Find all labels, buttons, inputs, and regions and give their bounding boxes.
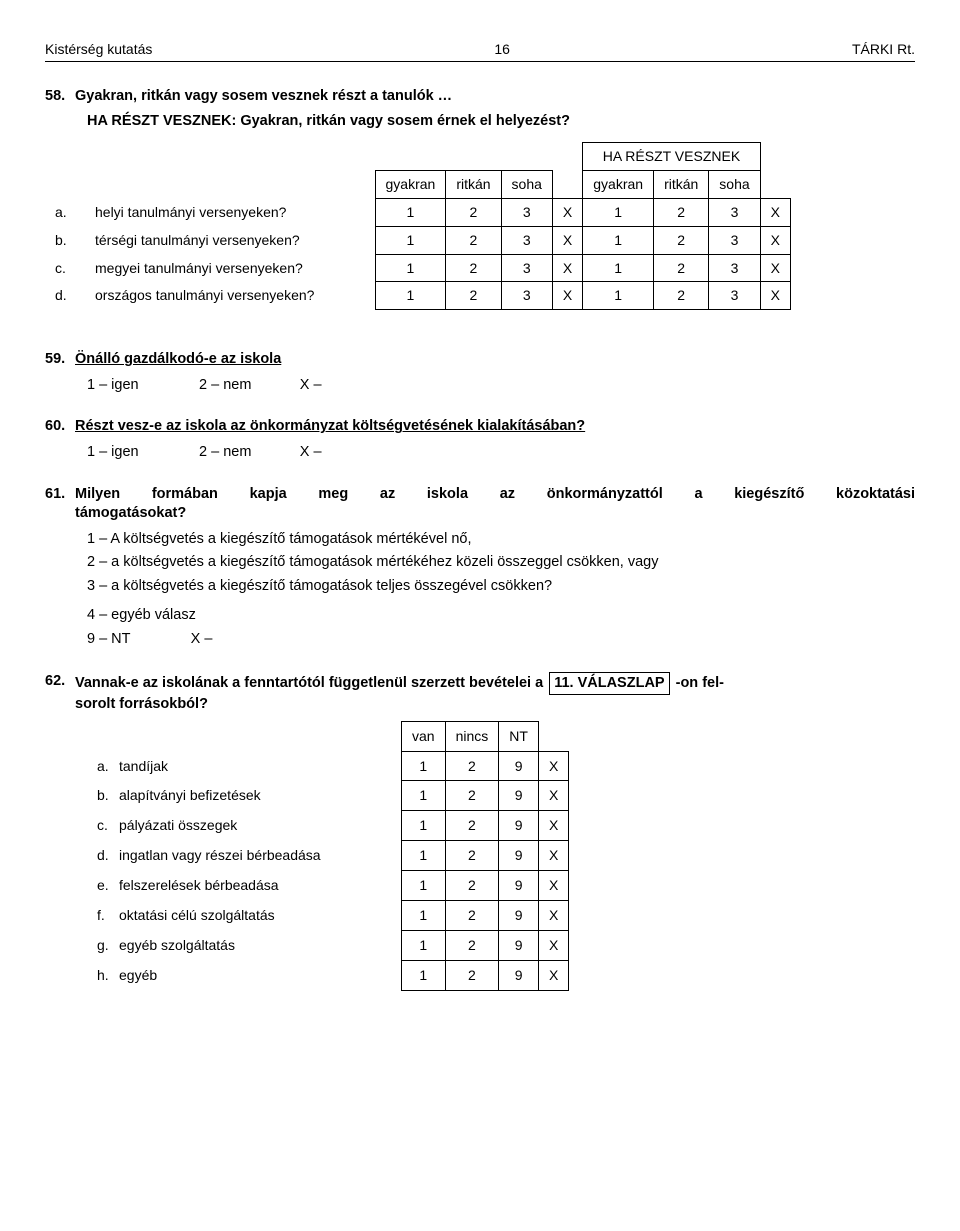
table-row: c.pályázati összegek129X <box>87 811 569 841</box>
table-row: b.térségi tanulmányi versenyeken?123X123… <box>45 226 791 254</box>
table-row: d.ingatlan vagy részei bérbeadása129X <box>87 841 569 871</box>
q61-opt-1: 1 – A költségvetés a kiegészítő támogatá… <box>87 530 915 550</box>
table-row: g.egyéb szolgáltatás129X <box>87 930 569 960</box>
q58-top-header: HA RÉSZT VESZNEK <box>583 143 760 171</box>
question-61: 61. Milyen formában kapja meg az iskola … <box>45 485 915 650</box>
q58-subtitle: HA RÉSZT VESZNEK: Gyakran, ritkán vagy s… <box>87 112 915 132</box>
question-62: 62. Vannak-e az iskolának a fenntartótól… <box>45 672 915 991</box>
q60-options: 1 – igen 2 – nem X – <box>87 443 915 463</box>
table-row: f.oktatási célú szolgáltatás129X <box>87 901 569 931</box>
q60-title: 60.Részt vesz-e az iskola az önkormányza… <box>45 417 915 437</box>
q58-title: 58.Gyakran, ritkán vagy sosem vesznek ré… <box>45 87 915 107</box>
table-row: c.megyei tanulmányi versenyeken?123X123X <box>45 254 791 282</box>
q61-opt-3: 3 – a költségvetés a kiegészítő támogatá… <box>87 577 915 597</box>
table-row: h.egyéb129X <box>87 960 569 990</box>
table-row: e.felszerelések bérbeadása129X <box>87 871 569 901</box>
question-60: 60.Részt vesz-e az iskola az önkormányza… <box>45 417 915 462</box>
header-right: TÁRKI Rt. <box>852 40 915 59</box>
table-row: a.tandíjak129X <box>87 751 569 781</box>
header-left: Kistérség kutatás <box>45 40 152 59</box>
q59-title: 59.Önálló gazdálkodó-e az iskola <box>45 350 915 370</box>
q62-table: van nincs NT a.tandíjak129Xb.alapítványi… <box>87 721 569 991</box>
q61-title: 61. Milyen formában kapja meg az iskola … <box>45 485 915 524</box>
q61-opt-2: 2 – a költségvetés a kiegészítő támogatá… <box>87 553 915 573</box>
page-header: Kistérség kutatás 16 TÁRKI Rt. <box>45 40 915 62</box>
question-59: 59.Önálló gazdálkodó-e az iskola 1 – ige… <box>45 350 915 395</box>
q62-title: 62. Vannak-e az iskolának a fenntartótól… <box>45 672 915 715</box>
answer-sheet-box: 11. VÁLASZLAP <box>549 672 669 696</box>
q61-opt-4: 4 – egyéb válasz <box>87 606 915 626</box>
question-58: 58.Gyakran, ritkán vagy sosem vesznek ré… <box>45 87 915 310</box>
header-page-number: 16 <box>494 40 510 59</box>
q58-table: HA RÉSZT VESZNEK gyakran ritkán soha gya… <box>45 142 791 310</box>
table-row: d.országos tanulmányi versenyeken?123X12… <box>45 282 791 310</box>
q61-opt-5: 9 – NT X – <box>87 630 915 650</box>
table-row: a.helyi tanulmányi versenyeken?123X123X <box>45 198 791 226</box>
table-row: b.alapítványi befizetések129X <box>87 781 569 811</box>
q59-options: 1 – igen 2 – nem X – <box>87 376 915 396</box>
